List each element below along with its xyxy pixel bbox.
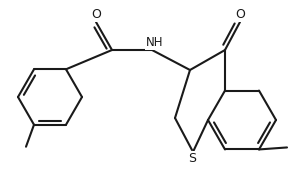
Text: O: O: [235, 8, 245, 20]
Text: NH: NH: [146, 36, 164, 49]
Text: S: S: [188, 153, 196, 165]
Text: O: O: [91, 8, 101, 20]
